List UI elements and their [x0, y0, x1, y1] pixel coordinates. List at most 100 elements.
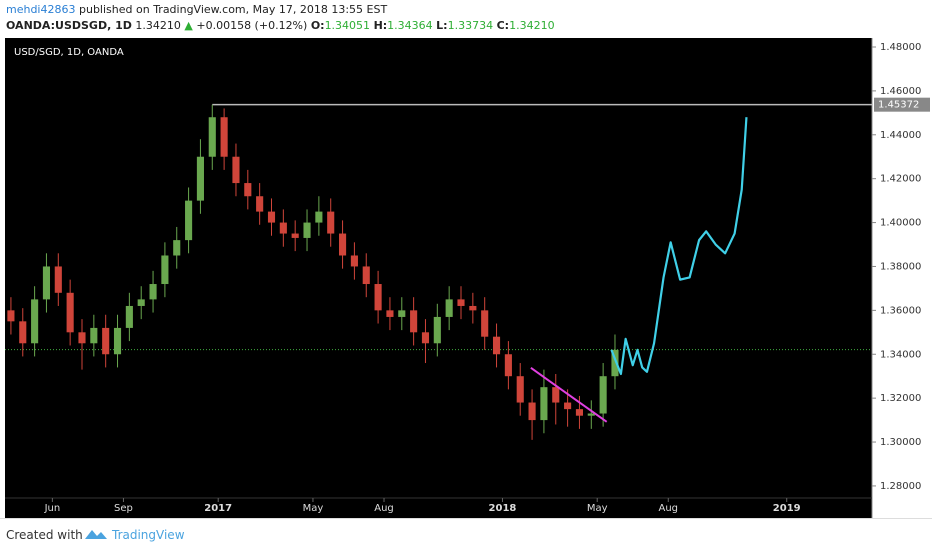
x-tick-label: Aug [374, 503, 394, 514]
resistance-label: 1.45372 [878, 100, 919, 111]
y-tick-label: 1.48000 [880, 42, 921, 53]
candle-body [528, 402, 536, 421]
candle-body [575, 409, 583, 416]
candle-body [587, 413, 595, 416]
candle-body [19, 321, 27, 344]
candle-body [196, 156, 204, 201]
low: 1.33734 [447, 19, 494, 32]
footer: Created with TradingView [0, 518, 932, 550]
resistance-label-bg [874, 97, 930, 112]
x-tick-label: 2018 [489, 503, 517, 514]
y-tick-label: 1.30000 [880, 437, 921, 448]
candle-body [113, 327, 122, 355]
candle-body [256, 196, 264, 212]
forecast-line [610, 117, 748, 376]
candle-body [267, 211, 276, 223]
candle-body [185, 200, 193, 241]
candle-body [161, 255, 169, 285]
candle-body [421, 332, 430, 344]
candle-body [78, 332, 86, 344]
candle-body [339, 233, 347, 256]
chart: USD/SGD, 1D, OANDA 1.28000 1.30000 1.32000… [5, 38, 932, 518]
logo [85, 530, 107, 539]
candle-body [303, 222, 311, 238]
candle-body [137, 299, 145, 306]
quote-line: OANDA:USDSGD, 1D 1.34210 ▲ +0.00158 (+0.… [6, 19, 555, 32]
candle-body [504, 354, 512, 377]
x-tick-label: Sep [114, 503, 133, 514]
candle-body [125, 305, 133, 328]
candle-body [469, 305, 477, 311]
candle-body [31, 299, 39, 344]
y-tick-label: 1.46000 [880, 86, 921, 97]
y-tick-label: 1.32000 [880, 393, 921, 404]
close: 1.34210 [509, 19, 555, 32]
candle-body [516, 376, 524, 403]
candle-body [457, 299, 465, 306]
candle-body [374, 284, 382, 311]
h-label: H: [373, 19, 388, 32]
candle-body [66, 292, 74, 333]
candle-body [564, 402, 572, 410]
candle-body [102, 327, 110, 355]
candle-body [327, 211, 335, 234]
chart-title: USD/SGD, 1D, OANDA [14, 47, 124, 58]
symbol: OANDA:USDSGD, 1D [6, 19, 132, 32]
x-tick-label: May [587, 503, 608, 514]
y-tick-label: 1.38000 [880, 261, 921, 272]
x-tick-label: Aug [659, 503, 679, 514]
candle-body [540, 387, 548, 421]
brand[interactable]: TradingView [112, 528, 185, 542]
trendline [530, 367, 608, 423]
x-tick-label: 2017 [204, 503, 232, 514]
candle-body [279, 222, 287, 234]
o-label: O: [310, 19, 325, 32]
candle-body [433, 316, 441, 344]
l-label: L: [436, 19, 448, 32]
published: published on TradingView.com, May 17, 20… [79, 3, 388, 16]
candle-body [552, 387, 560, 403]
x-tick-label: 2019 [773, 503, 801, 514]
candle-body [445, 299, 453, 317]
candle-body [599, 376, 607, 414]
candle-body [244, 183, 252, 197]
candle-body [232, 156, 240, 184]
candle-body [386, 310, 394, 317]
high: 1.34364 [387, 19, 433, 32]
candle-body [90, 327, 98, 344]
candle-body [220, 117, 228, 157]
username[interactable]: mehdi42863 [6, 3, 76, 16]
candle-body [291, 233, 299, 238]
candle-body [208, 117, 216, 157]
candle-body [7, 310, 15, 322]
open: 1.34051 [324, 19, 371, 32]
publish-line: mehdi42863 published on TradingView.com,… [6, 3, 387, 16]
last: 1.34210 [135, 19, 181, 32]
y-tick-label: 1.40000 [880, 218, 921, 229]
y-tick-label: 1.42000 [880, 174, 921, 185]
candle-body [42, 266, 51, 300]
candle-body [362, 266, 370, 285]
candle-body [54, 266, 62, 293]
y-tick-label: 1.36000 [880, 305, 921, 316]
candle-body [398, 310, 406, 317]
y-tick-label: 1.44000 [880, 130, 921, 141]
x-tick-label: May [303, 503, 324, 514]
candle-body [350, 255, 358, 267]
y-tick-label: 1.34000 [880, 349, 921, 360]
c-label: C: [496, 19, 510, 32]
candle-body [149, 284, 157, 300]
plot-bg [5, 38, 872, 518]
x-tick-label: Jun [44, 503, 61, 514]
candle-body [481, 310, 489, 337]
candle-body [611, 349, 619, 377]
y-tick-label: 1.28000 [880, 481, 921, 492]
candle-body [492, 336, 501, 355]
created-with: Created with [6, 528, 83, 542]
change: +0.00158 (+0.12%) [196, 19, 308, 32]
candle-body [410, 310, 418, 333]
up-arrow: ▲ [184, 19, 193, 32]
candle-body [173, 240, 181, 256]
price-axis [872, 38, 932, 518]
